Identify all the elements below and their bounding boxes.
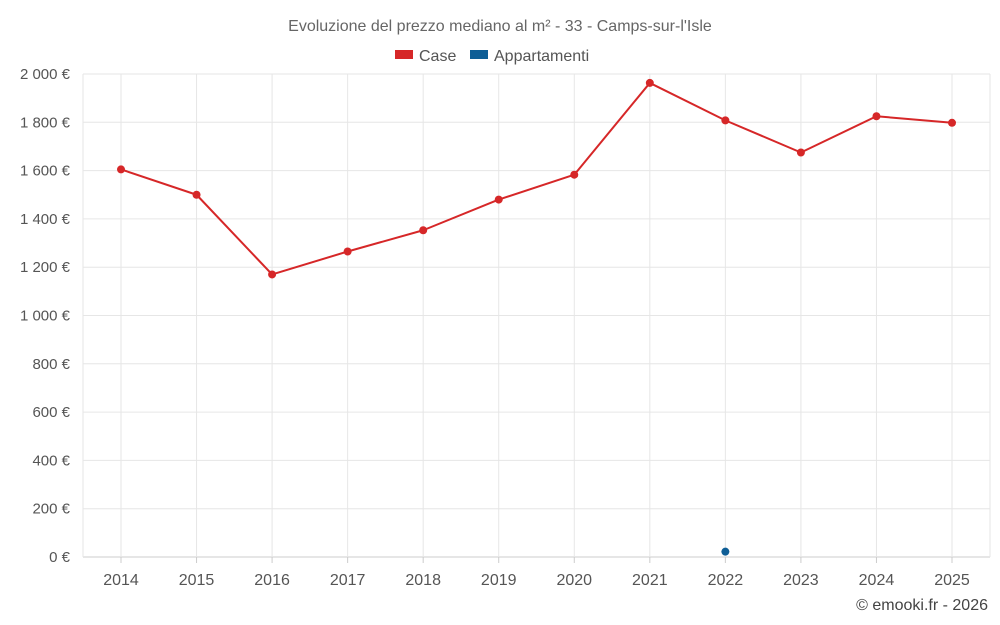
- x-tick-label: 2017: [330, 572, 366, 589]
- legend-label-case: Case: [419, 48, 456, 65]
- x-tick-label: 2022: [708, 572, 744, 589]
- data-point-case[interactable]: [419, 226, 428, 235]
- y-tick-label: 0 €: [49, 549, 71, 566]
- data-point-case[interactable]: [948, 118, 956, 127]
- series: [117, 78, 956, 556]
- y-axis-ticks: 0 € 200 € 400 € 600 € 800 € 1 000 € 1 200 € 1 4…: [20, 66, 71, 566]
- y-tick-label: 400 €: [32, 452, 70, 469]
- y-tick-label: 1 200 €: [20, 259, 71, 276]
- data-point-case[interactable]: [872, 112, 881, 121]
- x-tick-label: 2025: [934, 572, 970, 589]
- legend-swatch-appartamenti: [470, 50, 488, 59]
- x-tick-label: 2018: [405, 572, 441, 589]
- legend-item-case[interactable]: Case: [395, 48, 456, 65]
- x-tick-label: 2023: [783, 572, 819, 589]
- chart-title: Evoluzione del prezzo mediano al m² - 33…: [288, 18, 712, 35]
- credit: © emooki.fr - 2026: [856, 597, 988, 614]
- x-tick-label: 2021: [632, 572, 668, 589]
- data-point-case[interactable]: [343, 247, 352, 256]
- x-tick-label: 2019: [481, 572, 517, 589]
- data-point-case[interactable]: [570, 170, 579, 179]
- data-point-case[interactable]: [117, 165, 125, 174]
- series-line-case: [120, 81, 953, 276]
- x-tick-label: 2014: [103, 572, 139, 589]
- y-tick-label: 1 600 €: [20, 163, 71, 180]
- y-tick-label: 800 €: [32, 356, 70, 373]
- data-point-case[interactable]: [796, 148, 805, 157]
- y-tick-label: 1 400 €: [20, 211, 71, 228]
- x-tick-label: 2016: [254, 572, 290, 589]
- data-point-case[interactable]: [494, 195, 503, 204]
- x-tick-label: 2024: [859, 572, 895, 589]
- x-tick-label: 2020: [556, 572, 592, 589]
- y-tick-label: 200 €: [32, 501, 70, 518]
- x-tick-label: 2015: [179, 572, 215, 589]
- legend: Case Appartamenti: [395, 48, 589, 65]
- grid: [82, 73, 991, 563]
- legend-label-appartamenti: Appartamenti: [494, 48, 589, 65]
- y-tick-label: 1 000 €: [20, 308, 71, 325]
- data-point-case[interactable]: [268, 270, 277, 279]
- data-point-appartamenti[interactable]: [721, 547, 730, 556]
- y-tick-label: 600 €: [32, 404, 70, 421]
- x-axis-ticks: 2014 2015 2016 2017 2018 2019 2020 2021 2022 2023…: [103, 572, 970, 589]
- data-point-case[interactable]: [645, 78, 654, 87]
- legend-item-appartamenti[interactable]: Appartamenti: [470, 48, 589, 65]
- y-tick-label: 2 000 €: [20, 66, 71, 83]
- data-point-case[interactable]: [721, 116, 730, 125]
- y-tick-label: 1 800 €: [20, 114, 71, 131]
- legend-swatch-case: [395, 50, 413, 59]
- data-point-case[interactable]: [192, 190, 201, 199]
